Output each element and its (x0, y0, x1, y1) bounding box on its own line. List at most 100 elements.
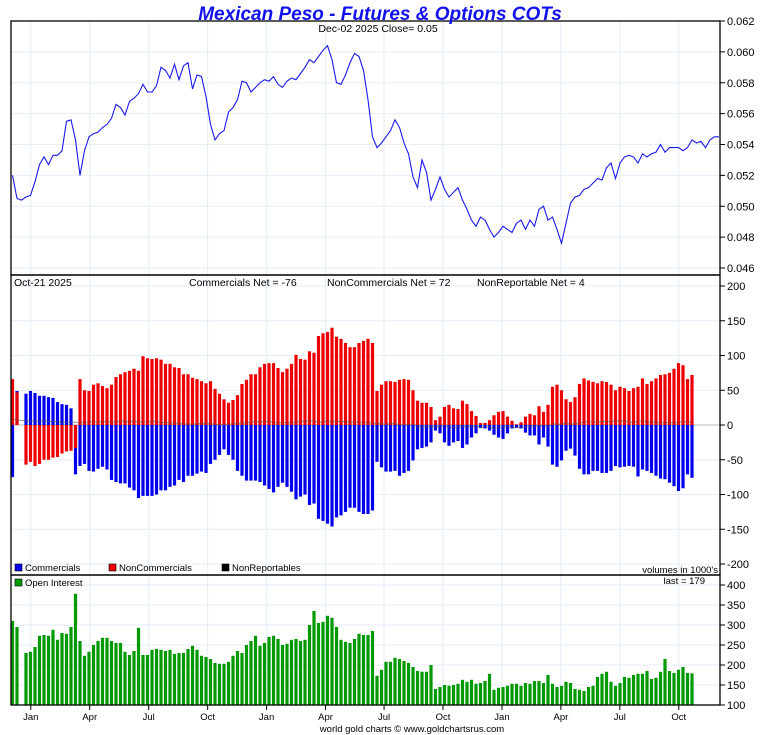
open-interest-bar (55, 639, 60, 705)
commercials-bar (258, 425, 262, 482)
open-interest-bar (222, 663, 226, 705)
commercials-bar (649, 425, 654, 473)
open-interest-bar (145, 655, 150, 705)
commercials-bar (609, 425, 613, 471)
open-interest-bar (271, 635, 276, 705)
nonreportable-net-label: NonReportable Net = 4 (477, 277, 585, 289)
open-interest-bar (258, 645, 262, 705)
open-interest-bar (636, 673, 640, 705)
noncommercials-bar (406, 379, 411, 425)
commercials-bar (393, 425, 397, 471)
open-interest-bar (208, 659, 213, 705)
open-interest-bar (60, 633, 64, 705)
noncommercials-bar (555, 384, 559, 425)
commercials-bar (591, 425, 595, 471)
commercials-bar (415, 425, 420, 450)
noncommercials-bar (415, 400, 420, 425)
commercials-bar (60, 404, 64, 425)
open-interest-bar (307, 625, 312, 705)
open-interest-bar (541, 683, 546, 705)
open-interest-bar (654, 677, 658, 705)
commercials-bar (10, 425, 15, 478)
open-interest-bar (447, 685, 451, 705)
commercials-bar (37, 395, 42, 425)
y-tick-label: -100 (727, 490, 749, 502)
open-interest-bar (573, 689, 577, 705)
open-interest-bar (172, 653, 177, 705)
noncommercials-bar (595, 383, 600, 425)
commercials-bar (28, 390, 33, 425)
open-interest-bar (640, 673, 645, 705)
noncommercials-bar (370, 342, 375, 425)
cot-y-axis: 200 150 100 50 0 -50 -100 -150 -200 (720, 281, 749, 571)
chart-title: Mexican Peso - Futures & Options COTs (198, 4, 562, 25)
noncommercials-bar (24, 425, 28, 465)
open-interest-bar (91, 645, 96, 705)
noncommercials-bar (546, 404, 550, 425)
open-interest-bar (681, 667, 685, 705)
commercials-bar (226, 425, 231, 455)
commercials-bar (474, 425, 478, 434)
commercials-bar (294, 425, 298, 500)
noncommercials-bar (285, 368, 289, 425)
commercials-bar (478, 425, 483, 428)
commercials-bar (532, 425, 537, 436)
open-interest-bar (402, 661, 406, 705)
commercials-bar (343, 425, 348, 512)
x-tick-label: Oct (671, 712, 686, 723)
legend-nonreportables: NonReportables (232, 563, 301, 574)
open-interest-bar (663, 659, 667, 705)
open-interest-bar (343, 641, 348, 705)
noncommercials-bar (681, 365, 685, 425)
noncommercials-bar (384, 381, 388, 425)
x-axis: Jan Apr Jul Oct Jan Apr Jul Oct Jan Apr Jul Oct (23, 705, 687, 723)
noncommercials-bar (37, 425, 42, 464)
open-interest-bar (438, 687, 442, 705)
noncommercials-bar (456, 409, 460, 425)
noncommercials-bar (600, 381, 604, 425)
commercials-bar (433, 425, 438, 431)
open-interest-bar (190, 645, 195, 705)
open-interest-bar (87, 651, 91, 705)
open-interest-bar (15, 627, 19, 705)
open-interest-bar (658, 671, 663, 705)
open-interest-bar (334, 627, 339, 705)
commercials-bar (690, 425, 694, 478)
y-tick-label: 150 (727, 680, 745, 692)
open-interest-bar (366, 635, 370, 705)
commercials-bar (442, 425, 447, 443)
open-interest-bar (586, 687, 591, 705)
open-interest-bar (10, 621, 15, 705)
commercials-bar (559, 425, 564, 461)
commercials-bar (352, 425, 357, 508)
noncommercials-bar (91, 384, 96, 425)
commercials-bar (177, 425, 181, 480)
commercials-bar (163, 425, 168, 491)
noncommercials-bar (591, 381, 595, 425)
x-tick-label: Apr (82, 712, 97, 723)
open-interest-bar (357, 633, 361, 705)
oi-y-axis: 400 350 300 250 200 150 100 (720, 580, 745, 712)
noncommercials-bar (424, 402, 429, 425)
open-interest-bar (595, 677, 600, 705)
noncommercials-bar (244, 379, 249, 425)
open-interest-bar (492, 689, 496, 705)
open-interest-bar (604, 671, 609, 705)
cot-legend: Commercials NonCommercials NonReportable… (14, 563, 301, 574)
open-interest-bar (123, 651, 127, 705)
open-interest-bar (550, 683, 555, 705)
commercials-bar (424, 425, 429, 447)
commercials-bar (69, 408, 73, 425)
y-tick-label: 200 (727, 660, 745, 672)
open-interest-bar (132, 651, 136, 705)
noncommercials-bar (523, 416, 528, 425)
noncommercials-bar (271, 363, 276, 425)
noncommercials-bar (127, 370, 132, 425)
noncommercials-bar (15, 392, 19, 425)
open-interest-bar (546, 675, 550, 705)
noncommercials-bar (411, 390, 415, 425)
commercials-bar (676, 425, 681, 492)
open-interest-bar (42, 635, 46, 705)
commercials-bar (379, 425, 384, 468)
open-interest-bar (631, 675, 636, 705)
